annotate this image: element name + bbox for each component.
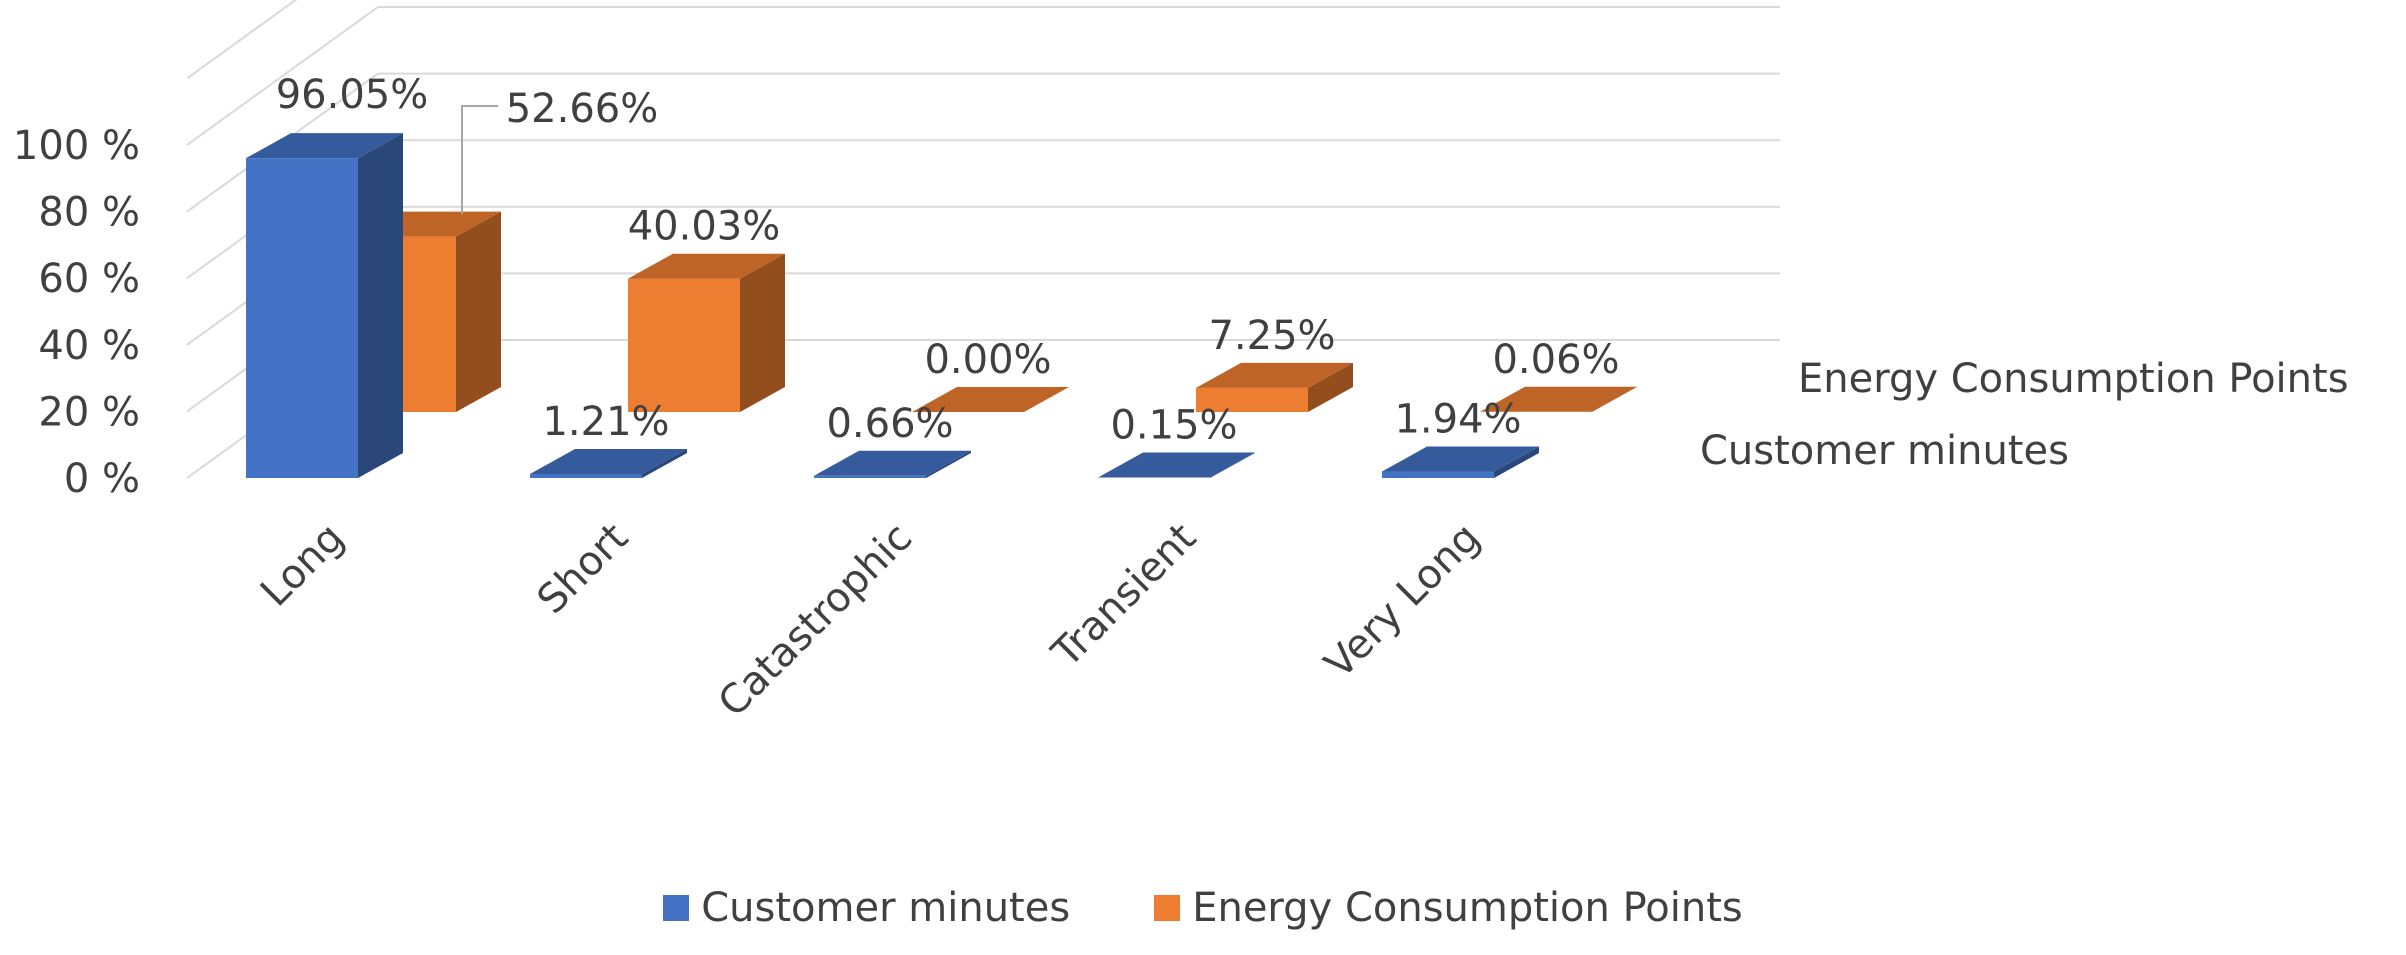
data-label-customer-minutes-short: 1.21% xyxy=(542,399,669,445)
bar-energy-consumption-points-very-long-side xyxy=(1592,386,1637,412)
y-tick-label: 100 % xyxy=(13,123,140,169)
bar-customer-minutes-catastrophic-top xyxy=(814,450,971,476)
bar-energy-consumption-points-short-front xyxy=(628,278,740,412)
legend-swatch-energy-consumption-points xyxy=(1154,895,1181,921)
legend-item-customer-minutes: Customer minutes xyxy=(663,885,1070,931)
y-tick-label: 60 % xyxy=(38,256,140,302)
bar-customer-minutes-catastrophic-front xyxy=(814,475,926,478)
data-label-customer-minutes-catastrophic: 0.66% xyxy=(826,401,953,447)
data-label-energy-consumption-points-short: 40.03% xyxy=(628,204,781,250)
bar-customer-minutes-short-top xyxy=(530,448,687,474)
bar-customer-minutes-transient-side xyxy=(1210,452,1255,478)
bar-customer-minutes-transient-top xyxy=(1098,452,1255,478)
bar-energy-consumption-points-catastrophic-top xyxy=(912,387,1069,412)
y-tick-label: 80 % xyxy=(38,190,140,236)
data-label-customer-minutes-transient: 0.15% xyxy=(1110,403,1237,449)
data-label-energy-consumption-points-catastrophic: 0.00% xyxy=(924,337,1051,383)
data-label-energy-consumption-points-very-long: 0.06% xyxy=(1492,337,1619,383)
y-tick-label: 20 % xyxy=(38,389,140,435)
gridline-side xyxy=(186,6,379,146)
x-tick-label-catastrophic: Catastrophic xyxy=(710,515,921,726)
legend-swatch-customer-minutes xyxy=(663,895,690,921)
data-label-customer-minutes-long: 96.05% xyxy=(276,72,429,118)
bar-customer-minutes-very-long-front xyxy=(1382,471,1494,478)
data-label-customer-minutes-very-long: 1.94% xyxy=(1394,397,1521,443)
bar-customer-minutes-very-long-side xyxy=(1494,446,1539,478)
bar-customer-minutes-long-top xyxy=(246,133,403,159)
y-tick-label: 0 % xyxy=(64,456,140,502)
bar-customer-minutes-short-front xyxy=(530,473,642,478)
legend: Customer minutes Energy Consumption Poin… xyxy=(0,885,2406,931)
bar-customer-minutes-long-front xyxy=(246,158,358,478)
bar-customer-minutes-catastrophic-side xyxy=(926,450,971,478)
bar-customer-minutes-long-side xyxy=(358,133,403,478)
bar-customer-minutes-very-long-top xyxy=(1382,446,1539,472)
data-label-energy-consumption-points-long: 52.66% xyxy=(506,86,659,132)
x-tick-label-short: Short xyxy=(529,515,637,623)
depth-axis-label-customer-minutes: Customer minutes xyxy=(1700,428,2069,474)
x-tick-label-very-long: Very Long xyxy=(1316,515,1489,688)
bar-energy-consumption-points-long-side xyxy=(456,211,501,412)
x-tick-label-long: Long xyxy=(252,515,353,616)
bar-energy-consumption-points-transient-top xyxy=(1196,362,1353,388)
bar-energy-consumption-points-very-long-top xyxy=(1480,386,1637,412)
bar-energy-consumption-points-short-top xyxy=(628,253,785,279)
y-tick-label: 40 % xyxy=(38,323,140,369)
leader-line xyxy=(461,105,498,214)
bar-energy-consumption-points-transient-side xyxy=(1308,362,1353,412)
bar-energy-consumption-points-transient-front xyxy=(1196,387,1308,412)
legend-label-energy-consumption-points: Energy Consumption Points xyxy=(1192,885,1743,931)
legend-item-energy-consumption-points: Energy Consumption Points xyxy=(1154,885,1743,931)
legend-label-customer-minutes: Customer minutes xyxy=(701,885,1071,931)
bar-energy-consumption-points-short-side xyxy=(740,253,785,412)
bar-customer-minutes-short-side xyxy=(642,448,687,478)
depth-axis-label-energy-consumption-points: Energy Consumption Points xyxy=(1798,356,2349,402)
gridline-side xyxy=(186,0,298,80)
x-tick-label-transient: Transient xyxy=(1043,515,1205,677)
data-label-energy-consumption-points-transient: 7.25% xyxy=(1208,313,1335,359)
